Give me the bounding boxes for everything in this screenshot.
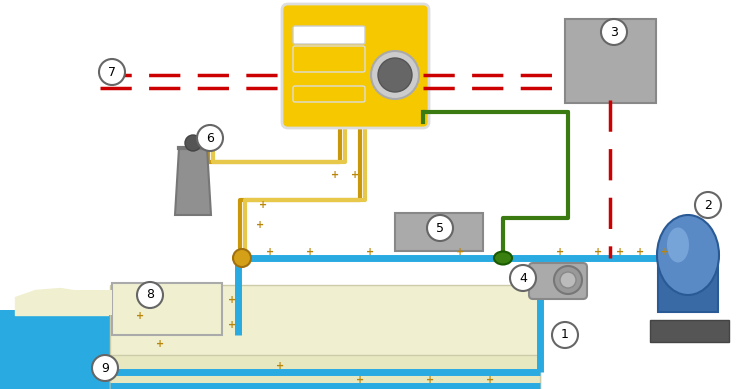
Text: 4: 4 (519, 272, 527, 284)
Text: 2: 2 (704, 198, 712, 212)
Text: 5: 5 (436, 221, 444, 235)
Circle shape (137, 282, 163, 308)
Text: 9: 9 (101, 361, 109, 375)
FancyBboxPatch shape (293, 86, 365, 102)
Text: +: + (228, 320, 236, 330)
Text: +: + (351, 170, 359, 180)
Circle shape (197, 125, 223, 151)
Ellipse shape (657, 215, 719, 295)
Polygon shape (110, 285, 540, 389)
Circle shape (92, 355, 118, 381)
Circle shape (510, 265, 536, 291)
FancyBboxPatch shape (395, 213, 483, 251)
Text: +: + (306, 247, 314, 257)
Text: 8: 8 (146, 289, 154, 301)
Circle shape (378, 58, 412, 92)
Text: +: + (556, 247, 564, 257)
Polygon shape (175, 148, 211, 215)
Text: +: + (266, 247, 274, 257)
Polygon shape (0, 310, 165, 389)
Text: +: + (228, 295, 236, 305)
FancyBboxPatch shape (282, 4, 429, 128)
Circle shape (371, 51, 419, 99)
Circle shape (99, 59, 125, 85)
FancyBboxPatch shape (565, 19, 656, 103)
Circle shape (185, 135, 201, 151)
Ellipse shape (494, 252, 512, 265)
Text: +: + (456, 247, 464, 257)
Polygon shape (110, 355, 540, 389)
Text: +: + (636, 247, 644, 257)
Circle shape (554, 266, 582, 294)
Text: +: + (331, 170, 339, 180)
Polygon shape (55, 290, 112, 315)
Text: +: + (661, 247, 669, 257)
FancyBboxPatch shape (293, 26, 365, 44)
FancyBboxPatch shape (529, 263, 587, 299)
Text: +: + (256, 220, 264, 230)
Text: +: + (276, 361, 284, 371)
Text: +: + (486, 375, 494, 385)
Text: +: + (356, 375, 364, 385)
Text: 6: 6 (206, 131, 214, 144)
Text: 7: 7 (108, 65, 116, 79)
Text: +: + (259, 200, 267, 210)
FancyBboxPatch shape (650, 320, 729, 342)
Circle shape (601, 19, 627, 45)
Circle shape (560, 272, 576, 288)
Circle shape (233, 249, 251, 267)
Text: 3: 3 (610, 26, 618, 39)
Circle shape (552, 322, 578, 348)
Ellipse shape (667, 228, 689, 263)
FancyBboxPatch shape (112, 283, 222, 335)
FancyBboxPatch shape (658, 262, 718, 312)
FancyBboxPatch shape (293, 46, 365, 72)
Circle shape (427, 215, 453, 241)
Text: +: + (136, 311, 144, 321)
Text: 1: 1 (561, 328, 569, 342)
Text: +: + (426, 375, 434, 385)
Text: +: + (594, 247, 602, 257)
Text: +: + (366, 247, 374, 257)
Text: +: + (156, 339, 164, 349)
Text: +: + (616, 247, 624, 257)
Circle shape (695, 192, 721, 218)
